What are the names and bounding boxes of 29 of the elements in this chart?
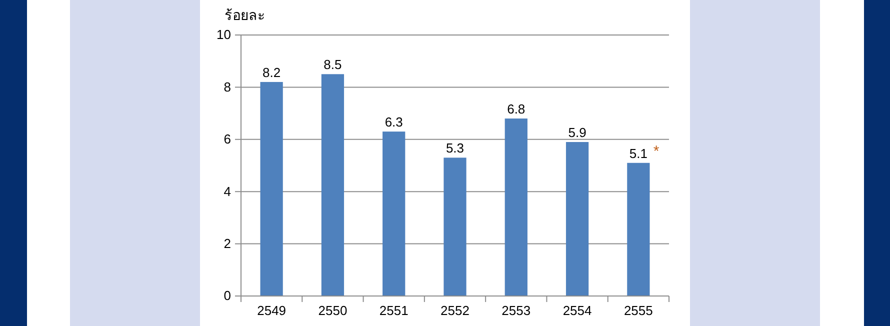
bar — [444, 158, 466, 296]
bar — [321, 74, 344, 296]
data-label: 5.9 — [568, 125, 586, 140]
y-tick-label: 0 — [224, 288, 231, 304]
bar — [382, 132, 406, 296]
x-tick-label: 2552 — [440, 303, 470, 318]
data-label: 8.2 — [262, 64, 281, 80]
y-tick-label: 8 — [224, 79, 231, 94]
y-tick-label: 4 — [224, 184, 231, 199]
y-tick-label: 2 — [224, 236, 231, 251]
y-tick-label: 10 — [216, 27, 231, 42]
x-tick-label: 2550 — [318, 303, 348, 318]
bar — [566, 142, 589, 296]
data-label: 8.5 — [324, 57, 342, 72]
x-tick-label: 2555 — [624, 303, 653, 318]
y-axis-title: ร้อยละ — [224, 7, 266, 23]
annotation: * — [653, 142, 660, 160]
y-tick-label: 6 — [224, 132, 231, 147]
bar — [627, 162, 650, 296]
bar — [504, 118, 528, 296]
x-tick-label: 2551 — [379, 303, 408, 318]
x-tick-label: 2554 — [562, 303, 592, 318]
data-label: 5.3 — [446, 140, 464, 156]
data-label: 6.8 — [507, 102, 526, 117]
data-label: 6.3 — [384, 114, 403, 130]
x-tick-label: 2549 — [257, 303, 286, 318]
bar — [260, 82, 283, 296]
x-tick-label: 2553 — [502, 303, 531, 318]
data-label: 5.1 — [629, 146, 648, 161]
